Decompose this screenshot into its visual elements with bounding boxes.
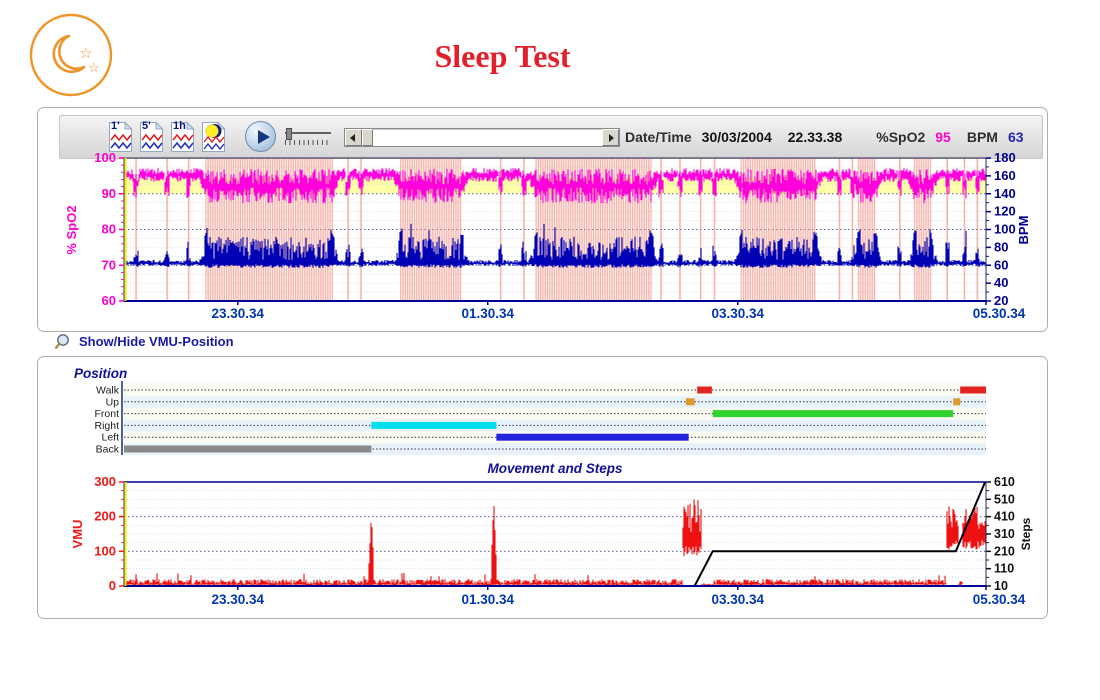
svg-text:Steps: Steps [1019, 517, 1033, 550]
speed-slider[interactable] [285, 126, 331, 148]
play-button[interactable] [245, 121, 276, 152]
svg-text:03.30.34: 03.30.34 [711, 592, 764, 607]
slider-ticks [285, 140, 331, 145]
svg-text:20: 20 [994, 293, 1008, 308]
svg-text:10: 10 [994, 579, 1008, 593]
bpm-label: BPM [966, 129, 998, 145]
svg-text:200: 200 [94, 509, 116, 524]
svg-text:05.30.34: 05.30.34 [973, 306, 1026, 321]
svg-text:80: 80 [102, 222, 116, 237]
svg-text:60: 60 [102, 293, 116, 308]
svg-text:01.30.34: 01.30.34 [461, 592, 514, 607]
interval-1hour-button[interactable]: 1h [169, 119, 196, 155]
movement-axes: 0 100 200 300 10 110 210 310 410 510 610 23.30.34 01… [70, 474, 1033, 607]
scroll-left-icon [350, 134, 355, 142]
svg-text:Right: Right [94, 420, 119, 432]
toolbar: 1' 5' 1h [59, 115, 1043, 159]
position-movement-panel: Position Movement and Steps Walk Up Front R… [37, 356, 1048, 619]
svg-text:23.30.34: 23.30.34 [212, 306, 265, 321]
oximetry-panel: 1' 5' 1h [37, 107, 1048, 332]
toggle-vmu-position-link[interactable]: Show/Hide VMU-Position [55, 333, 234, 350]
svg-text:510: 510 [994, 492, 1015, 506]
night-trend-button[interactable] [200, 119, 227, 155]
svg-text:120: 120 [994, 204, 1016, 219]
toggle-vmu-position-label: Show/Hide VMU-Position [79, 334, 234, 349]
svg-text:VMU: VMU [70, 520, 85, 549]
svg-text:05.30.34: 05.30.34 [973, 592, 1026, 607]
moon-stars-logo-icon: ☆ ☆ [28, 12, 114, 98]
spo2-bpm-chart: 60 70 80 90 100 20 40 60 80 100 120 140 160 180 23.30.… [64, 150, 1031, 321]
time-value: 22.33.38 [787, 129, 843, 145]
svg-text:03.30.34: 03.30.34 [711, 306, 764, 321]
svg-text:180: 180 [994, 150, 1016, 165]
scrollbar-thumb[interactable] [362, 129, 373, 146]
svg-text:410: 410 [994, 510, 1015, 524]
svg-text:0: 0 [109, 578, 116, 593]
svg-text:100: 100 [994, 222, 1016, 237]
datetime-label: Date/Time [625, 129, 692, 145]
svg-text:160: 160 [994, 168, 1016, 183]
bpm-value: 63 [1007, 129, 1024, 145]
svg-text:100: 100 [94, 150, 116, 165]
svg-text:300: 300 [94, 474, 116, 489]
svg-text:210: 210 [994, 544, 1015, 558]
magnifier-icon [55, 334, 69, 349]
movement-chart-title: Movement and Steps [487, 461, 623, 476]
svg-text:140: 140 [994, 186, 1016, 201]
page-title: Sleep Test [434, 38, 571, 74]
spo2-label: %SpO2 [876, 129, 926, 145]
svg-text:Left: Left [101, 432, 119, 444]
slider-rail [285, 132, 331, 134]
movement-gridlines [124, 490, 986, 578]
svg-text:610: 610 [994, 475, 1015, 489]
interval-5min-label: 5' [142, 120, 151, 132]
svg-text:100: 100 [94, 543, 116, 558]
axes: 60 70 80 90 100 20 40 60 80 100 120 140 160 180 23.30.… [64, 150, 1031, 321]
svg-text:☆: ☆ [79, 44, 92, 62]
svg-text:110: 110 [994, 562, 1014, 576]
scroll-right-button[interactable] [602, 129, 619, 146]
svg-text:01.30.34: 01.30.34 [461, 306, 514, 321]
date-value: 30/03/2004 [701, 129, 772, 145]
slider-handle[interactable] [286, 128, 292, 140]
svg-text:☆: ☆ [88, 61, 100, 76]
svg-text:80: 80 [994, 239, 1008, 254]
svg-text:Back: Back [96, 444, 120, 456]
svg-text:Front: Front [94, 408, 119, 420]
svg-text:BPM: BPM [1016, 216, 1031, 245]
scroll-right-icon [609, 134, 614, 142]
chart-page-icon [109, 121, 133, 152]
interval-1min-button[interactable]: 1' [107, 119, 134, 155]
svg-text:Up: Up [106, 396, 120, 408]
moon-page-icon [202, 121, 226, 152]
svg-text:23.30.34: 23.30.34 [212, 592, 265, 607]
interval-1hour-label: 1h [173, 120, 186, 132]
scroll-left-button[interactable] [345, 129, 362, 146]
svg-text:% SpO2: % SpO2 [64, 205, 79, 254]
svg-text:310: 310 [994, 527, 1015, 541]
position-chart-title: Position [74, 366, 128, 381]
svg-text:40: 40 [994, 275, 1008, 290]
time-scrollbar[interactable] [344, 128, 620, 147]
svg-text:90: 90 [102, 186, 116, 201]
play-icon [258, 130, 270, 144]
interval-1min-label: 1' [111, 120, 120, 132]
svg-text:60: 60 [994, 257, 1008, 272]
svg-text:Walk: Walk [96, 385, 120, 397]
datetime-readout: Date/Time 30/03/2004 22.33.38 %SpO2 95 B… [625, 116, 1024, 158]
chart-page-icon [140, 121, 164, 152]
spo2-value: 95 [935, 129, 951, 145]
chart-page-icon [171, 121, 195, 152]
interval-5min-button[interactable]: 5' [138, 119, 165, 155]
svg-text:70: 70 [102, 257, 116, 272]
